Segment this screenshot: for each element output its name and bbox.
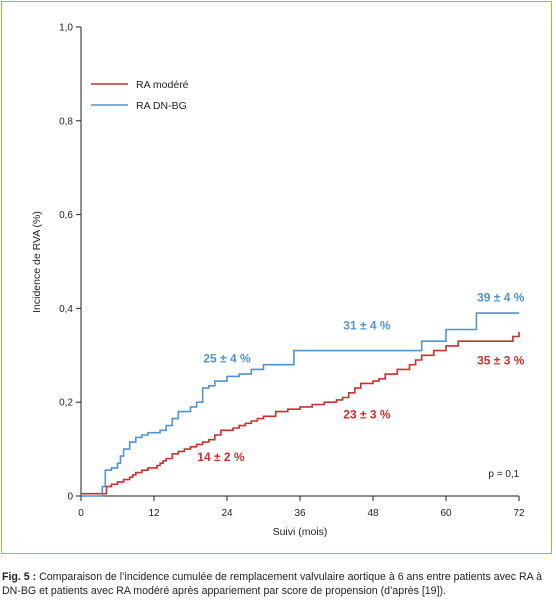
legend-label: RA modéré bbox=[136, 79, 189, 91]
y-tick-label: 0,2 bbox=[59, 398, 73, 409]
series-line-ra-modere bbox=[81, 331, 520, 495]
annotation-label: 23 ± 3 % bbox=[343, 408, 391, 422]
caption-label: Fig. 5 : bbox=[2, 571, 37, 583]
annotation-label: 31 ± 4 % bbox=[343, 319, 391, 333]
series-group bbox=[81, 312, 520, 497]
figure-frame bbox=[1, 1, 552, 554]
y-tick-label: 0,4 bbox=[59, 304, 73, 315]
annotation-label: 14 ± 2 % bbox=[197, 450, 245, 464]
x-tick-label: 0 bbox=[78, 508, 84, 519]
x-tick-label: 60 bbox=[440, 508, 452, 519]
y-axis-title: Incidence de RVA (%) bbox=[31, 211, 43, 313]
chart: 00,20,40,60,81,00 12 24 36 48 60 72 RA modéréR… bbox=[31, 23, 525, 539]
y-tick-label: 1,0 bbox=[59, 23, 73, 34]
y-tick-label: 0,6 bbox=[59, 210, 73, 221]
annotation-label: 35 ± 3 % bbox=[477, 354, 525, 368]
figure-caption: Fig. 5 : Comparaison de l’incidence cumu… bbox=[2, 571, 554, 598]
x-tick-label: 12 bbox=[148, 508, 160, 519]
axes: 0 0,2 0,4 0,6 0,8 1,0 0 12 24 36 48 60 72 bbox=[59, 23, 525, 520]
y-tick-label: 0 bbox=[67, 492, 73, 503]
x-tick-label: 72 bbox=[513, 508, 525, 519]
x-tick-label: 48 bbox=[367, 508, 379, 519]
annotations: 39 ± 4 % 31 ± 4 % 25 ± 4 % 35 ± 3 % 23 ± 3 %… bbox=[197, 290, 524, 480]
series-line-ra-dn-bg bbox=[81, 312, 519, 497]
y-tick-label: 0,8 bbox=[59, 116, 73, 127]
x-tick-label: 36 bbox=[294, 508, 306, 519]
x-axis-title: Suivi (mois) bbox=[273, 526, 328, 538]
annotation-label: p = 0,1 bbox=[488, 469, 519, 480]
legend: RA modéré RA DN-BG bbox=[91, 79, 189, 112]
legend-label: RA DN-BG bbox=[136, 100, 187, 112]
caption-text: Comparaison de l’incidence cumulée de re… bbox=[2, 571, 542, 597]
annotation-label: 25 ± 4 % bbox=[203, 351, 251, 365]
x-tick-label: 24 bbox=[221, 508, 233, 519]
annotation-label: 39 ± 4 % bbox=[477, 290, 525, 304]
